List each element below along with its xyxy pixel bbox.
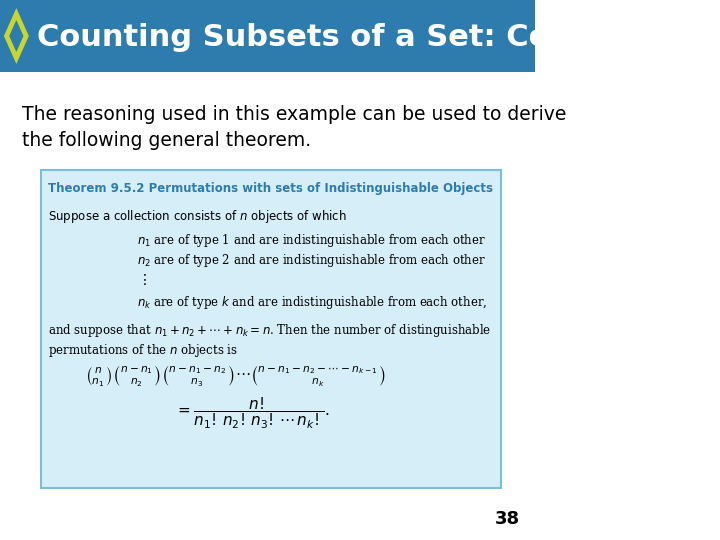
- Text: Counting Subsets of a Set: Combinations: Counting Subsets of a Set: Combinations: [37, 24, 720, 52]
- Text: and suppose that $n_1 + n_2 + \cdots + n_k = n$. Then the number of distinguisha: and suppose that $n_1 + n_2 + \cdots + n…: [48, 322, 492, 339]
- Polygon shape: [9, 20, 24, 52]
- Text: permutations of the $n$ objects is: permutations of the $n$ objects is: [48, 342, 238, 359]
- Text: $n_1$ are of type 1 and are indistinguishable from each other: $n_1$ are of type 1 and are indistinguis…: [138, 232, 486, 249]
- FancyBboxPatch shape: [41, 170, 501, 488]
- Text: $n_2$ are of type 2 and are indistinguishable from each other: $n_2$ are of type 2 and are indistinguis…: [138, 252, 486, 269]
- Polygon shape: [4, 8, 29, 64]
- Text: 38: 38: [495, 510, 520, 528]
- Text: $\vdots$: $\vdots$: [138, 272, 147, 287]
- Text: Theorem 9.5.2 Permutations with sets of Indistinguishable Objects: Theorem 9.5.2 Permutations with sets of …: [48, 182, 493, 195]
- Text: Suppose a collection consists of $n$ objects of which: Suppose a collection consists of $n$ obj…: [48, 208, 347, 225]
- FancyBboxPatch shape: [0, 0, 535, 72]
- Text: $n_k$ are of type $k$ and are indistinguishable from each other,: $n_k$ are of type $k$ and are indistingu…: [138, 294, 488, 311]
- Text: $\binom{n}{n_1}\binom{n-n_1}{n_2}\binom{n-n_1-n_2}{n_3}\cdots\binom{n-n_1-n_2-\c: $\binom{n}{n_1}\binom{n-n_1}{n_2}\binom{…: [86, 362, 387, 388]
- Text: $=\dfrac{n!}{n_1!\, n_2!\, n_3!\, \cdots\, n_k!}.$: $=\dfrac{n!}{n_1!\, n_2!\, n_3!\, \cdots…: [174, 395, 329, 431]
- Text: The reasoning used in this example can be used to derive
the following general t: The reasoning used in this example can b…: [22, 105, 567, 151]
